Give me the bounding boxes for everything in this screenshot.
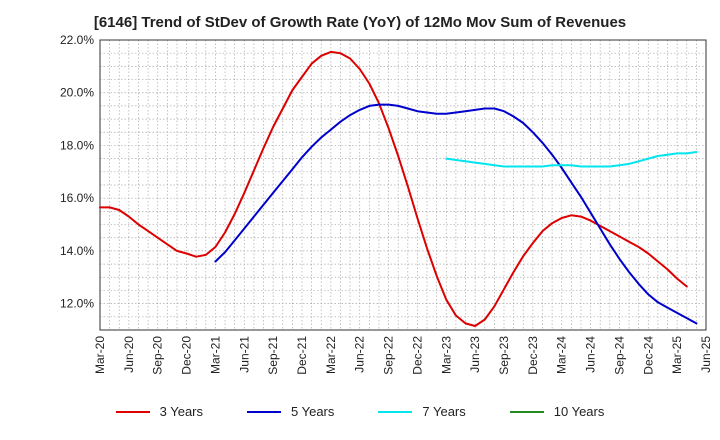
legend-swatch-7-years bbox=[378, 410, 413, 413]
x-tick-label: Sep-20 bbox=[151, 336, 165, 375]
x-tick-label: Dec-23 bbox=[526, 336, 540, 375]
x-tick-label: Sep-21 bbox=[266, 336, 280, 375]
legend-label-5-years: 5 Years bbox=[291, 404, 335, 419]
x-tick-label: Dec-24 bbox=[641, 336, 655, 375]
x-tick-label: Mar-23 bbox=[439, 336, 453, 374]
plot-border bbox=[99, 39, 707, 331]
x-tick-label: Dec-21 bbox=[295, 336, 309, 375]
y-tick-label: 12.0% bbox=[60, 297, 94, 311]
legend-label-3-years: 3 Years bbox=[159, 404, 203, 419]
x-tick-label: Jun-20 bbox=[122, 336, 136, 373]
series-line-7-years bbox=[445, 151, 698, 168]
x-tick-label: Jun-25 bbox=[699, 336, 713, 373]
x-tick-label: Sep-23 bbox=[497, 336, 511, 375]
x-tick-label: Jun-23 bbox=[468, 336, 482, 373]
y-tick-label: 14.0% bbox=[60, 244, 94, 258]
y-tick-label: 18.0% bbox=[60, 138, 94, 152]
x-tick-label: Jun-21 bbox=[237, 336, 251, 373]
legend-swatch-5-years bbox=[247, 410, 281, 413]
legend-label-7-years: 7 Years bbox=[422, 404, 466, 419]
legend-label-10-years: 10 Years bbox=[553, 404, 605, 419]
x-tick-label: Jun-22 bbox=[353, 336, 367, 373]
legend-item-10-years: 10 Years bbox=[509, 404, 605, 419]
x-tick-label: Mar-24 bbox=[555, 336, 569, 374]
legend-item-5-years: 5 Years bbox=[247, 404, 334, 419]
legend-swatch-10-years bbox=[509, 410, 544, 413]
legend-swatch-3-years bbox=[115, 410, 150, 413]
chart-legend: 3 Years 5 Years 7 Years 10 Years bbox=[0, 404, 720, 419]
y-tick-label: 16.0% bbox=[60, 191, 94, 205]
legend-item-3-years: 3 Years bbox=[115, 404, 203, 419]
x-tick-label: Mar-25 bbox=[670, 336, 684, 374]
x-tick-label: Sep-24 bbox=[612, 336, 626, 375]
x-tick-label: Dec-20 bbox=[180, 336, 194, 375]
legend-item-7-years: 7 Years bbox=[378, 404, 466, 419]
chart-title: [6146] Trend of StDev of Growth Rate (Yo… bbox=[93, 14, 627, 31]
x-tick-label: Jun-24 bbox=[584, 336, 598, 373]
y-tick-label: 20.0% bbox=[60, 86, 94, 100]
x-tick-label: Mar-21 bbox=[208, 336, 222, 374]
series-line-3-years bbox=[99, 50, 688, 327]
x-tick-label: Mar-22 bbox=[324, 336, 338, 374]
x-tick-label: Mar-20 bbox=[93, 336, 107, 374]
y-tick-label: 22.0% bbox=[60, 33, 94, 47]
x-tick-label: Dec-22 bbox=[410, 336, 424, 375]
x-tick-label: Sep-22 bbox=[382, 336, 396, 375]
series-line-5-years bbox=[214, 103, 698, 325]
